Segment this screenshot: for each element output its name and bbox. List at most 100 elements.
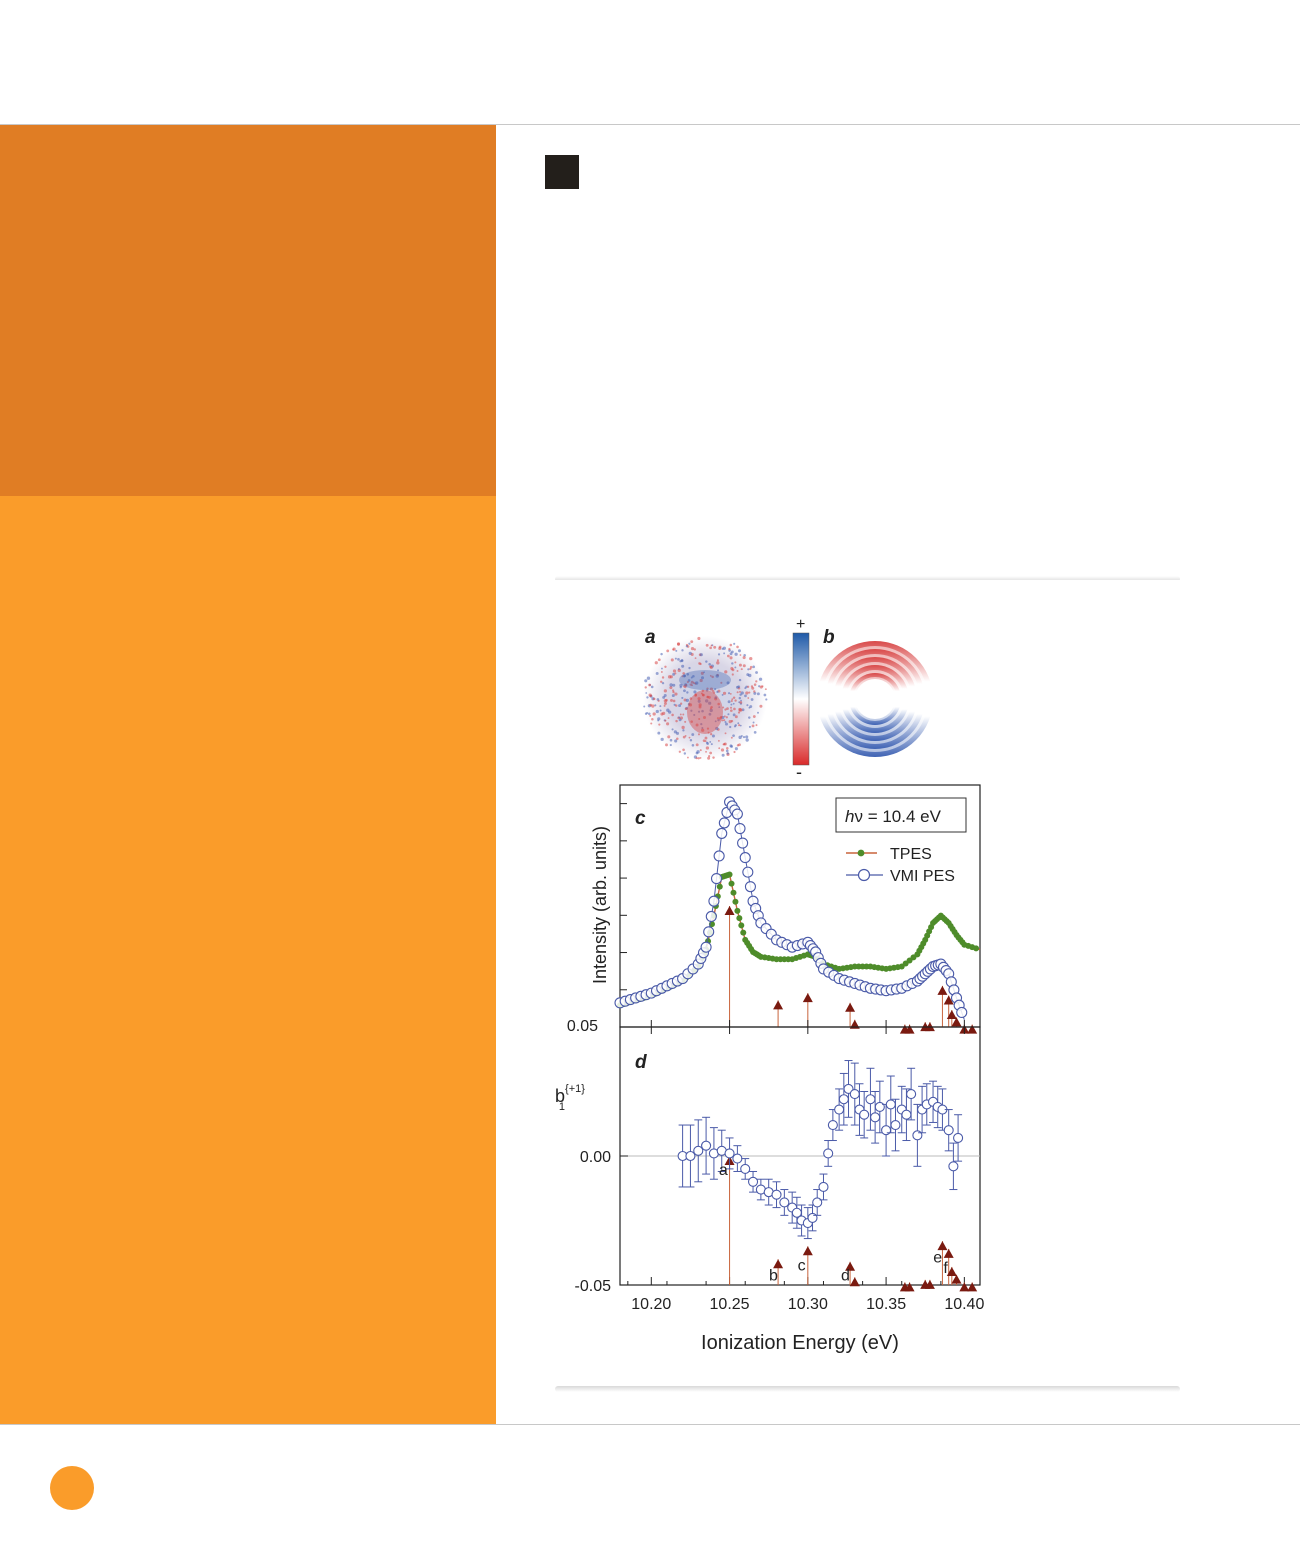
- image-speck: [726, 707, 729, 711]
- image-speck: [689, 739, 693, 742]
- image-speck: [714, 696, 718, 699]
- image-speck: [676, 737, 679, 740]
- image-speck: [738, 696, 741, 700]
- beta-point: [859, 1109, 870, 1120]
- image-speck: [721, 719, 724, 722]
- image-speck: [684, 686, 687, 689]
- beta-point: [812, 1197, 823, 1208]
- image-speck: [706, 687, 709, 690]
- image-speck: [684, 720, 687, 723]
- beta-point: [901, 1109, 912, 1120]
- image-speck: [679, 683, 683, 688]
- section-marker-square: [545, 155, 579, 189]
- image-speck: [742, 735, 746, 739]
- panel-d-label: d: [635, 1052, 647, 1073]
- image-speck: [697, 733, 701, 736]
- image-speck: [690, 720, 693, 723]
- image-speck: [695, 757, 698, 760]
- beta-point: [906, 1089, 917, 1100]
- image-speck: [715, 726, 719, 731]
- beta-point: [779, 1197, 790, 1208]
- image-speck: [748, 673, 752, 678]
- image-speck: [737, 685, 741, 689]
- image-speck: [702, 715, 707, 720]
- image-speck: [739, 654, 742, 656]
- image-speck: [730, 736, 733, 739]
- image-speck: [674, 672, 677, 675]
- image-speck: [724, 732, 727, 735]
- image-speck: [748, 716, 751, 719]
- image-speck: [718, 706, 721, 709]
- image-speck: [667, 675, 672, 679]
- image-speck: [720, 748, 725, 752]
- image-speck: [674, 692, 678, 696]
- image-speck: [666, 722, 670, 726]
- vmi-point: [710, 873, 723, 885]
- image-speck: [722, 691, 727, 695]
- transition-arrow: [802, 993, 813, 1003]
- image-speck: [716, 717, 719, 720]
- image-speck: [695, 723, 699, 727]
- image-speck: [652, 697, 656, 701]
- image-speck: [734, 724, 737, 727]
- beta-point: [953, 1132, 964, 1143]
- beta-point: [701, 1140, 712, 1151]
- image-speck: [681, 664, 685, 668]
- image-speck: [675, 704, 678, 707]
- image-speck: [690, 709, 693, 712]
- image-speck: [765, 698, 768, 701]
- image-speck: [728, 720, 732, 724]
- image-speck: [699, 749, 702, 752]
- vmi-point: [708, 895, 720, 907]
- image-speck: [731, 673, 734, 676]
- image-speck: [646, 696, 649, 699]
- image-speck: [730, 699, 733, 703]
- image-speck: [688, 666, 691, 670]
- image-speck: [758, 685, 761, 688]
- image-speck: [752, 721, 755, 724]
- image-speck: [677, 667, 680, 670]
- photon-energy-label: hν = 10.4 eV: [845, 807, 942, 826]
- vmi-point: [703, 926, 715, 938]
- transition-label-d: d: [841, 1268, 850, 1285]
- image-speck: [723, 652, 726, 655]
- transition-arrow: [943, 1248, 954, 1258]
- image-speck: [759, 704, 763, 708]
- image-speck: [745, 691, 749, 695]
- image-speck: [681, 659, 684, 662]
- vmi-point: [734, 823, 746, 835]
- image-speck: [727, 700, 731, 704]
- image-speck: [678, 704, 682, 708]
- image-speck: [691, 743, 695, 747]
- sidebar-top-block: [0, 125, 496, 496]
- image-speck: [682, 672, 685, 675]
- image-speck: [747, 668, 750, 671]
- image-speck: [644, 686, 647, 689]
- image-speck: [704, 699, 709, 703]
- image-speck: [738, 707, 742, 712]
- image-speck: [750, 698, 754, 701]
- image-speck: [729, 656, 733, 660]
- image-speck: [731, 668, 735, 672]
- colorbar-plus-label: +: [796, 616, 805, 633]
- image-speck: [681, 696, 684, 700]
- image-speck: [672, 683, 676, 687]
- image-speck: [734, 715, 738, 719]
- image-speck: [694, 694, 698, 697]
- image-speck: [731, 698, 734, 701]
- image-speck: [657, 731, 661, 735]
- image-speck: [698, 710, 701, 713]
- image-speck: [710, 644, 713, 647]
- image-speck: [728, 647, 731, 651]
- image-speck: [684, 735, 687, 737]
- transition-arrow: [773, 1000, 784, 1010]
- image-speck: [727, 713, 730, 716]
- image-speck: [660, 712, 664, 716]
- image-speck: [670, 658, 674, 662]
- tpes-point: [736, 915, 743, 922]
- image-speck: [753, 690, 756, 693]
- transition-arrow: [904, 1282, 915, 1292]
- panel-d-ylabel-sub: 1: [559, 1101, 565, 1113]
- beta-point: [807, 1212, 818, 1223]
- image-speck: [759, 685, 763, 689]
